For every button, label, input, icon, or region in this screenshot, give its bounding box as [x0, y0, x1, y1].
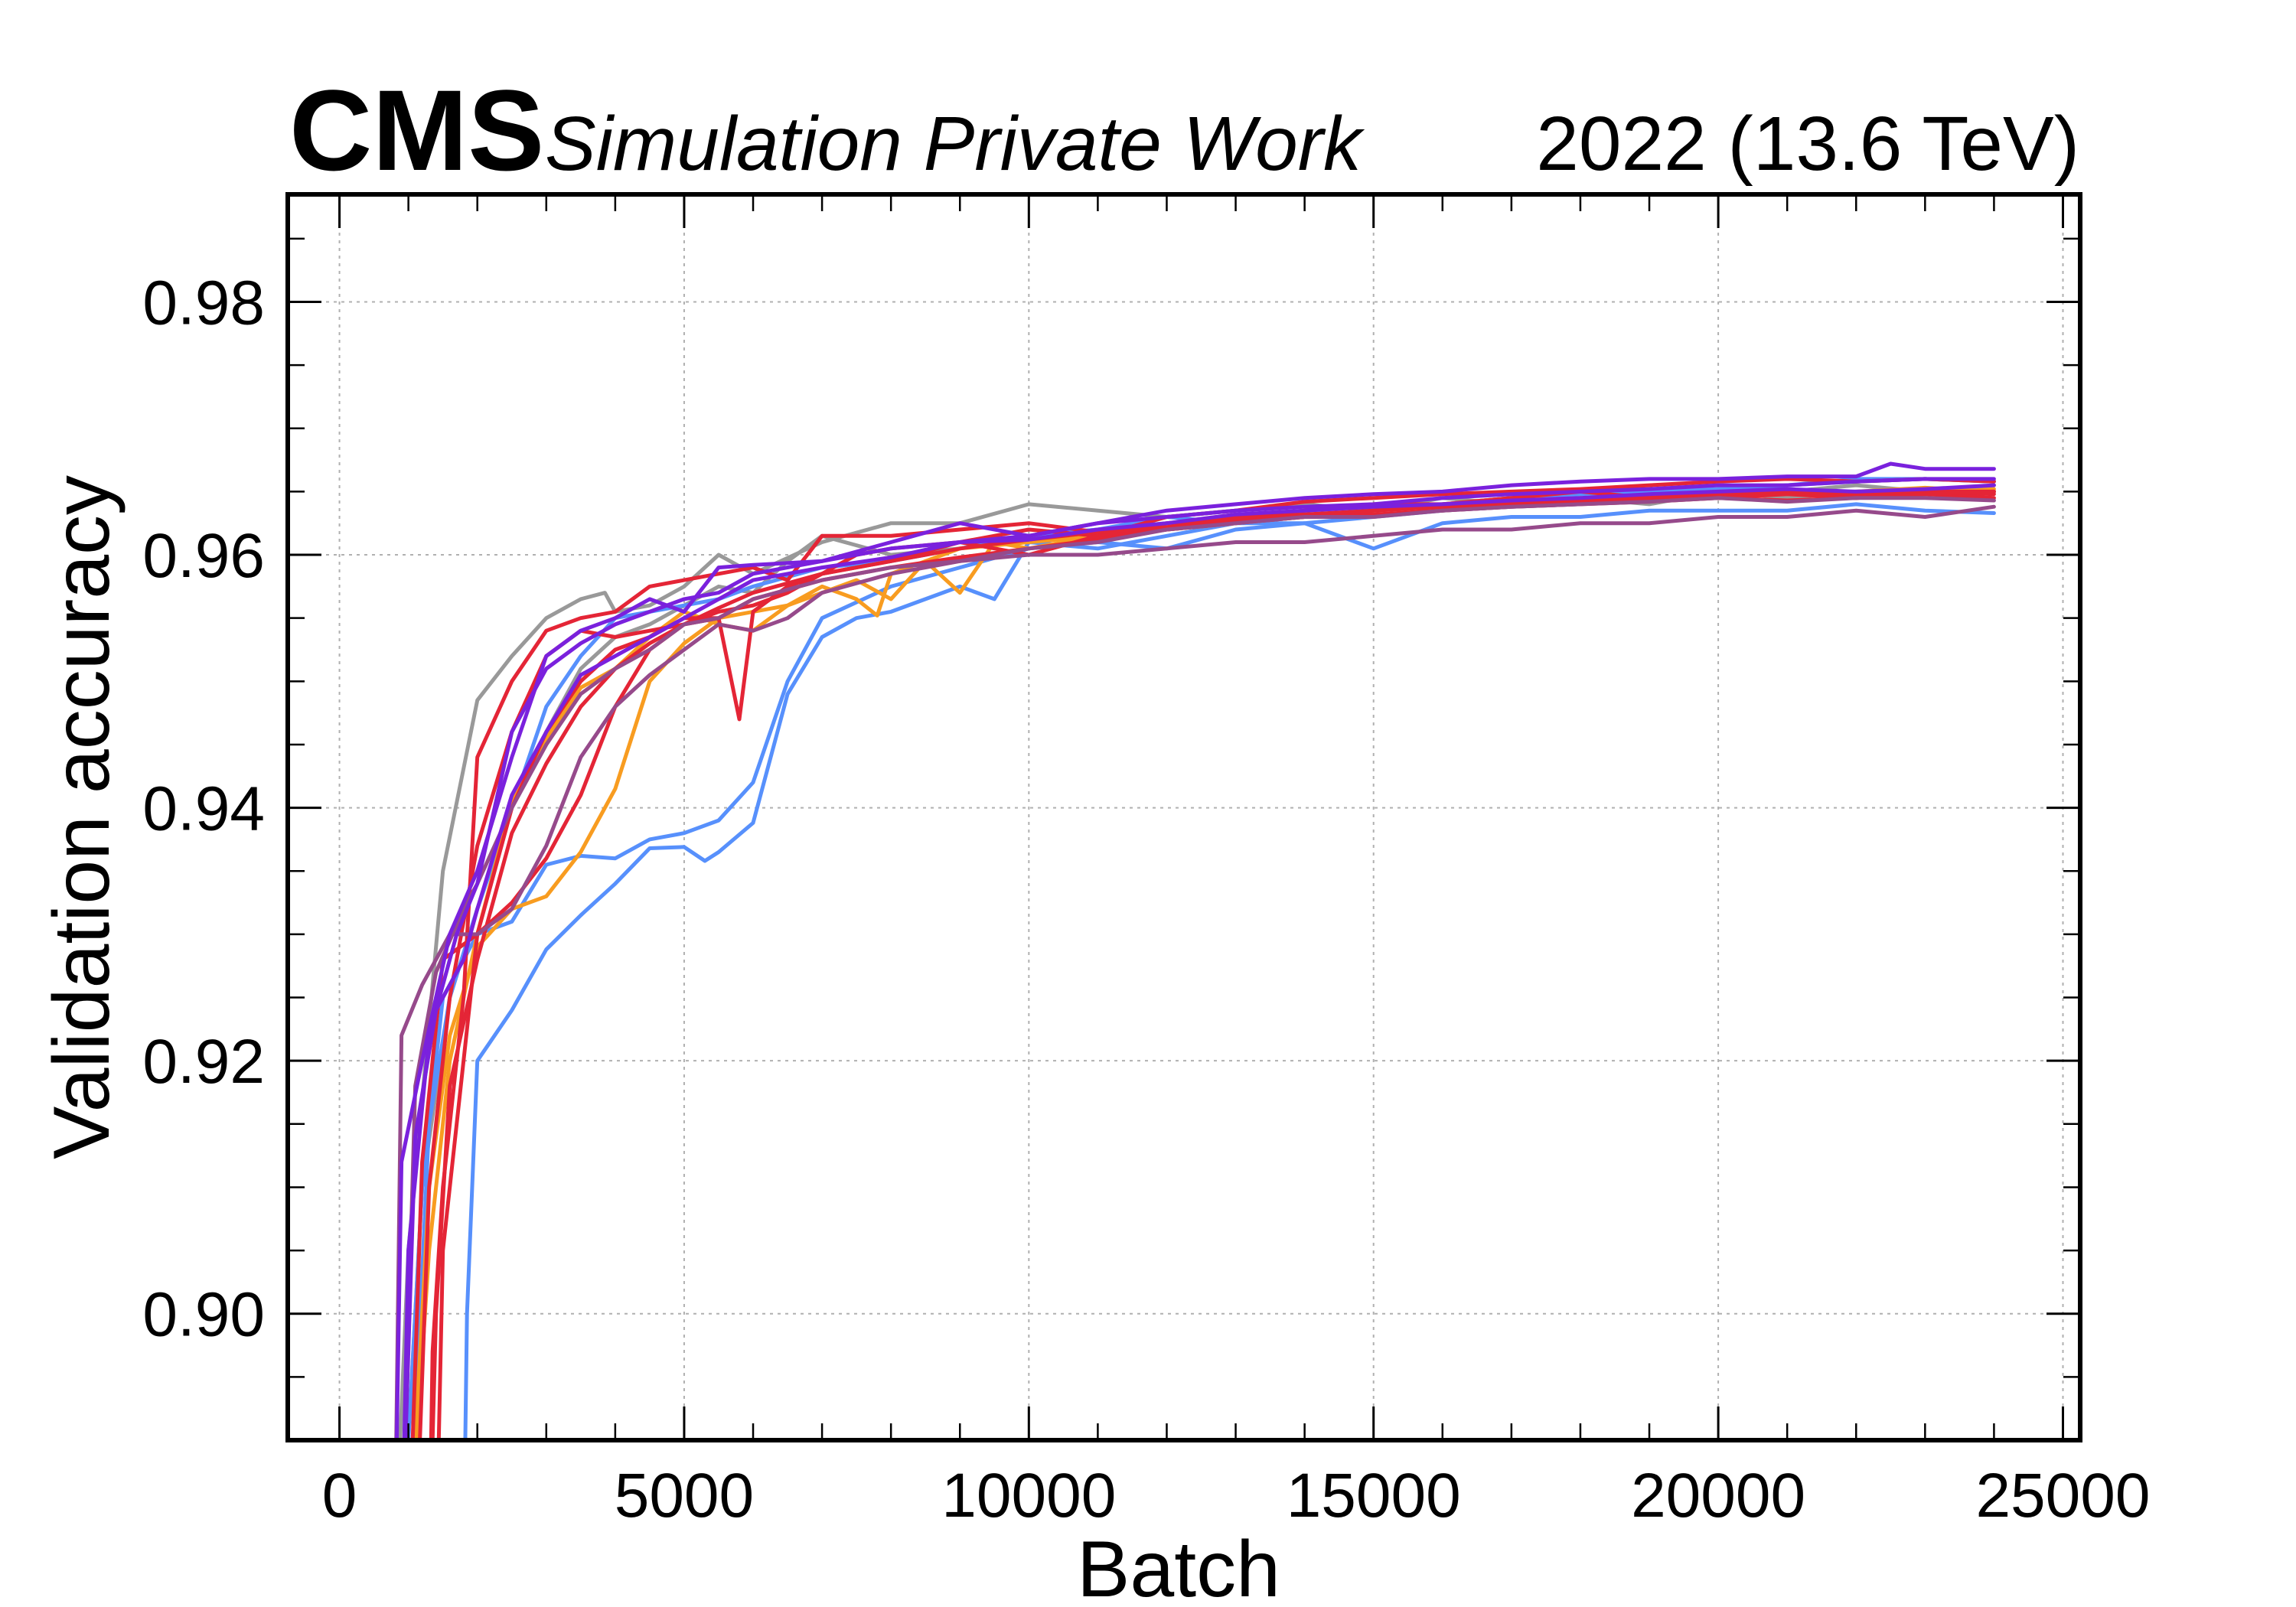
series-line-3: [463, 502, 1996, 1440]
y-tick-label: 0.96: [142, 521, 265, 591]
x-tick-label: 5000: [615, 1461, 754, 1530]
series-line-10: [418, 489, 1996, 1440]
series-group: [394, 461, 1996, 1440]
x-axis-label: Batch: [1077, 1525, 1280, 1607]
y-tick-label: 0.94: [142, 774, 265, 844]
series-line-8: [429, 489, 1996, 1440]
series-line-9: [436, 477, 1996, 1440]
y-tick-label: 0.92: [142, 1027, 265, 1097]
tick-labels: 0 5000 10000 15000 20000 25000 0.90 0.92 0.94 0.9…: [142, 268, 2150, 1530]
x-tick-label: 0: [322, 1461, 357, 1530]
series-line-17: [403, 483, 1996, 1440]
luminosity-label: 2022 (13.6 TeV): [1536, 101, 2079, 187]
y-axis-label: Validation accuracy: [38, 475, 126, 1159]
plot-frame: [285, 192, 2082, 1442]
series-line-12: [430, 489, 1996, 1440]
axis-ticks: [288, 194, 2080, 1442]
series-line-14: [403, 496, 1996, 1440]
experiment-label: CMS: [289, 66, 544, 194]
y-tick-label: 0.98: [142, 268, 265, 337]
y-tick-label: 0.90: [142, 1280, 265, 1350]
x-tick-label: 25000: [1975, 1461, 2150, 1530]
series-line-13: [394, 504, 1996, 1440]
x-tick-label: 20000: [1631, 1461, 1805, 1530]
x-tick-label: 15000: [1287, 1461, 1461, 1530]
series-line-15: [394, 461, 1996, 1440]
series-line-11: [410, 492, 1996, 1440]
status-label: Simulation Private Work: [545, 101, 1365, 187]
grid: [288, 194, 2080, 1440]
x-tick-label: 10000: [941, 1461, 1116, 1530]
